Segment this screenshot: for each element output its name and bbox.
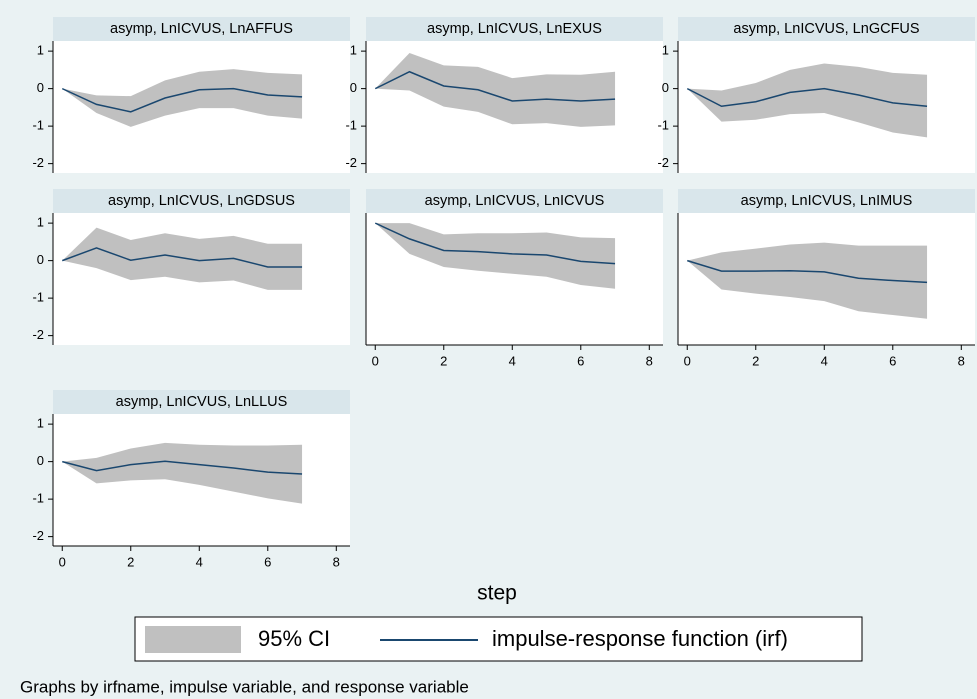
ci-band xyxy=(375,53,616,127)
y-tick-label: -2 xyxy=(32,155,44,170)
panel-title: asymp, LnICVUS, LnGDSUS xyxy=(108,193,295,209)
irf-line xyxy=(686,87,928,108)
y-tick-label: -1 xyxy=(32,118,44,133)
y-tick-label: 0 xyxy=(350,80,357,95)
panel-strip xyxy=(678,17,975,41)
panel-title: asymp, LnICVUS, LnLLUS xyxy=(116,394,288,410)
ci-band xyxy=(62,227,303,290)
x-tick-label: 6 xyxy=(264,554,271,569)
legend-label: 95% CI xyxy=(258,626,330,651)
y-tick-label: 1 xyxy=(662,43,669,58)
x-axis-title: step xyxy=(477,582,517,605)
y-tick-label: -1 xyxy=(32,290,44,305)
y-tick-label: 1 xyxy=(350,43,357,58)
panel-title: asymp, LnICVUS, LnICVUS xyxy=(425,193,605,209)
ci-band xyxy=(687,242,928,319)
legend-label: impulse-response function (irf) xyxy=(492,626,788,651)
y-tick-label: -1 xyxy=(345,118,357,133)
y-tick-label: -2 xyxy=(345,155,357,170)
irf-line xyxy=(61,87,303,113)
x-tick-label: 6 xyxy=(889,353,896,368)
x-tick-label: 0 xyxy=(372,353,379,368)
x-tick-label: 2 xyxy=(127,554,134,569)
ci-band xyxy=(375,223,616,289)
panel-title: asymp, LnICVUS, LnGCFUS xyxy=(733,21,919,37)
irf-line xyxy=(61,247,303,268)
irf-line xyxy=(62,460,303,475)
ci-band xyxy=(62,442,303,504)
y-tick-label: 0 xyxy=(662,80,669,95)
panel-strip xyxy=(366,17,663,41)
x-tick-label: 0 xyxy=(59,554,66,569)
irf-line xyxy=(687,259,928,284)
panel-title: asymp, LnICVUS, LnEXUS xyxy=(427,21,602,37)
panel-strip xyxy=(53,17,350,41)
irf-line xyxy=(374,222,616,265)
y-tick-label: 1 xyxy=(37,416,44,431)
x-tick-label: 4 xyxy=(821,353,828,368)
panel-title: asymp, LnICVUS, LnIMUS xyxy=(741,193,913,209)
y-tick-label: 0 xyxy=(37,453,44,468)
x-tick-label: 2 xyxy=(752,353,759,368)
panel-strip xyxy=(678,189,975,213)
x-tick-label: 2 xyxy=(440,353,447,368)
legend-swatch-band xyxy=(145,626,241,653)
y-tick-label: -2 xyxy=(32,528,44,543)
y-tick-label: 0 xyxy=(37,80,44,95)
y-tick-label: 0 xyxy=(37,252,44,267)
y-tick-label: 1 xyxy=(37,215,44,230)
irf-line xyxy=(374,70,616,102)
note: Graphs by irfname, impulse variable, and… xyxy=(20,677,469,696)
x-tick-label: 8 xyxy=(333,554,340,569)
y-tick-label: -1 xyxy=(657,118,669,133)
x-tick-label: 8 xyxy=(958,353,965,368)
x-tick-label: 4 xyxy=(509,353,516,368)
y-tick-label: -2 xyxy=(657,155,669,170)
panel-strip xyxy=(53,189,350,213)
x-tick-label: 4 xyxy=(196,554,203,569)
panel-strip xyxy=(53,390,350,414)
panel-strip xyxy=(366,189,663,213)
y-tick-label: -1 xyxy=(32,491,44,506)
x-tick-label: 6 xyxy=(577,353,584,368)
panel-title: asymp, LnICVUS, LnAFFUS xyxy=(110,21,293,37)
x-tick-label: 0 xyxy=(684,353,691,368)
ci-band xyxy=(687,63,928,138)
y-tick-label: 1 xyxy=(37,43,44,58)
x-tick-label: 8 xyxy=(646,353,653,368)
ci-band xyxy=(62,69,303,127)
y-tick-label: -2 xyxy=(32,327,44,342)
legend-box xyxy=(134,616,863,662)
